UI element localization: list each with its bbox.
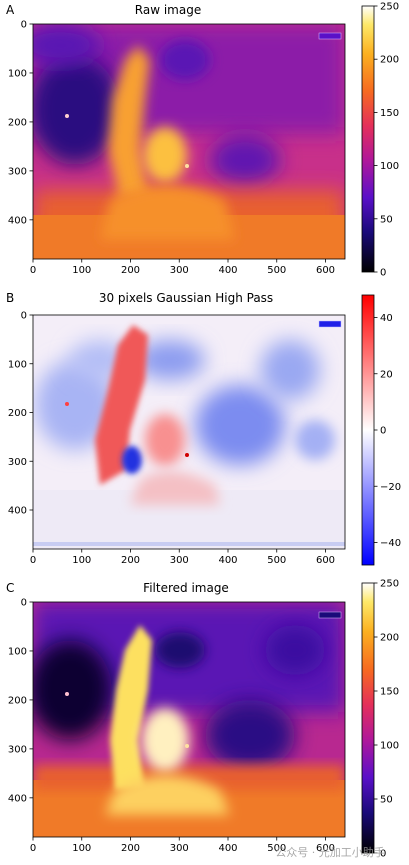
- panel-c-xtick-label-5: 500: [267, 843, 286, 854]
- panel-a-xtick-label-4: 400: [218, 265, 237, 276]
- panel-b-ytick-label-1: 100: [8, 359, 27, 370]
- colorbar-c-tick-label-2: 100: [380, 741, 399, 752]
- panel-b-ytick-label-0: 0: [21, 311, 27, 322]
- panel-c-letter: C: [6, 581, 14, 595]
- panel-a-ytick-label-4: 400: [8, 215, 27, 226]
- colorbar-b-tick-label-2: 0: [380, 426, 386, 437]
- panel-a-letter: A: [6, 3, 15, 17]
- colorbar-a-tick-label-4: 200: [380, 55, 399, 66]
- panel-a-ytick-label-3: 300: [8, 166, 27, 177]
- colorbar-c-tick-label-0: 0: [380, 849, 386, 860]
- colorbar-c-tick-label-3: 150: [380, 687, 399, 698]
- panel-b-xtick-label-3: 300: [170, 555, 189, 566]
- panel-b-image: [33, 315, 345, 549]
- panel-b-title: 30 pixels Gaussian High Pass: [99, 291, 273, 305]
- panel-a-title: Raw image: [135, 3, 201, 17]
- colorbar-b-tick-label-1: 20: [380, 369, 393, 380]
- panel-c-image: [33, 602, 345, 837]
- colorbar-a-tick-label-3: 150: [380, 108, 399, 119]
- colorbar-b-tick-label-0: 40: [380, 313, 393, 324]
- panel-a-ytick-label-2: 200: [8, 117, 27, 128]
- panel-b-xtick-label-1: 100: [72, 555, 91, 566]
- colorbar-b-tick-label-4: −40: [380, 538, 401, 549]
- colorbar-a-tick-label-5: 250: [380, 2, 399, 13]
- panel-c-xtick-label-2: 200: [121, 843, 140, 854]
- panel-a: 0 50 100 150 200 250 0 100 200 300 400 500 600 0 100 2…: [6, 2, 399, 279]
- panel-a-ytick-label-1: 100: [8, 68, 27, 79]
- colorbar-a-tick-label-2: 100: [380, 161, 399, 172]
- panel-c-title: Filtered image: [143, 581, 229, 595]
- panel-b-ytick-label-3: 300: [8, 457, 27, 468]
- panel-b-letter: B: [6, 291, 14, 305]
- panel-c-ytick-label-4: 400: [8, 793, 27, 804]
- panel-c: 0 50 100 150 200 250 0 100 200 300 400 500 600 0 100 2…: [6, 579, 399, 860]
- panel-c-ytick-label-2: 200: [8, 695, 27, 706]
- colorbar-a-tick-label-0: 0: [380, 268, 386, 279]
- panel-a-xtick-label-0: 0: [30, 265, 36, 276]
- panel-b-xtick-label-0: 0: [30, 555, 36, 566]
- panel-c-ytick-label-3: 300: [8, 744, 27, 755]
- panel-b-xtick-label-6: 600: [316, 555, 335, 566]
- colorbar-c-tick-label-4: 200: [380, 633, 399, 644]
- colorbar-b-tick-label-3: −20: [380, 482, 401, 493]
- panel-c-ytick-label-1: 100: [8, 646, 27, 657]
- panel-c-xtick-label-3: 300: [170, 843, 189, 854]
- panel-a-xtick-label-6: 600: [316, 265, 335, 276]
- panel-b-ytick-label-4: 400: [8, 506, 27, 517]
- colorbar-b: [361, 294, 375, 566]
- panel-c-xtick-label-6: 600: [316, 843, 335, 854]
- panel-b-xtick-label-4: 400: [218, 555, 237, 566]
- panel-a-xtick-label-3: 300: [170, 265, 189, 276]
- panel-a-xtick-label-2: 200: [121, 265, 140, 276]
- colorbar-a-tick-label-1: 50: [380, 214, 393, 225]
- colorbar-c: [361, 582, 375, 854]
- panel-a-ytick-label-0: 0: [21, 20, 27, 31]
- panel-a-xtick-label-5: 500: [267, 265, 286, 276]
- panel-a-image: [33, 24, 345, 259]
- panel-b-xtick-label-2: 200: [121, 555, 140, 566]
- panel-c-ytick-label-0: 0: [21, 598, 27, 609]
- panel-b-xtick-label-5: 500: [267, 555, 286, 566]
- colorbar-c-tick-label-5: 250: [380, 579, 399, 590]
- watermark-text: 公众号 · 光加工小助手: [275, 845, 385, 859]
- colorbar-c-tick-label-1: 50: [380, 795, 393, 806]
- panel-c-xtick-label-1: 100: [72, 843, 91, 854]
- panel-a-xtick-label-1: 100: [72, 265, 91, 276]
- colorbar-a: [361, 5, 375, 273]
- panel-b-ytick-label-2: 200: [8, 408, 27, 419]
- panel-c-xtick-label-4: 400: [218, 843, 237, 854]
- panel-c-xtick-label-0: 0: [30, 843, 36, 854]
